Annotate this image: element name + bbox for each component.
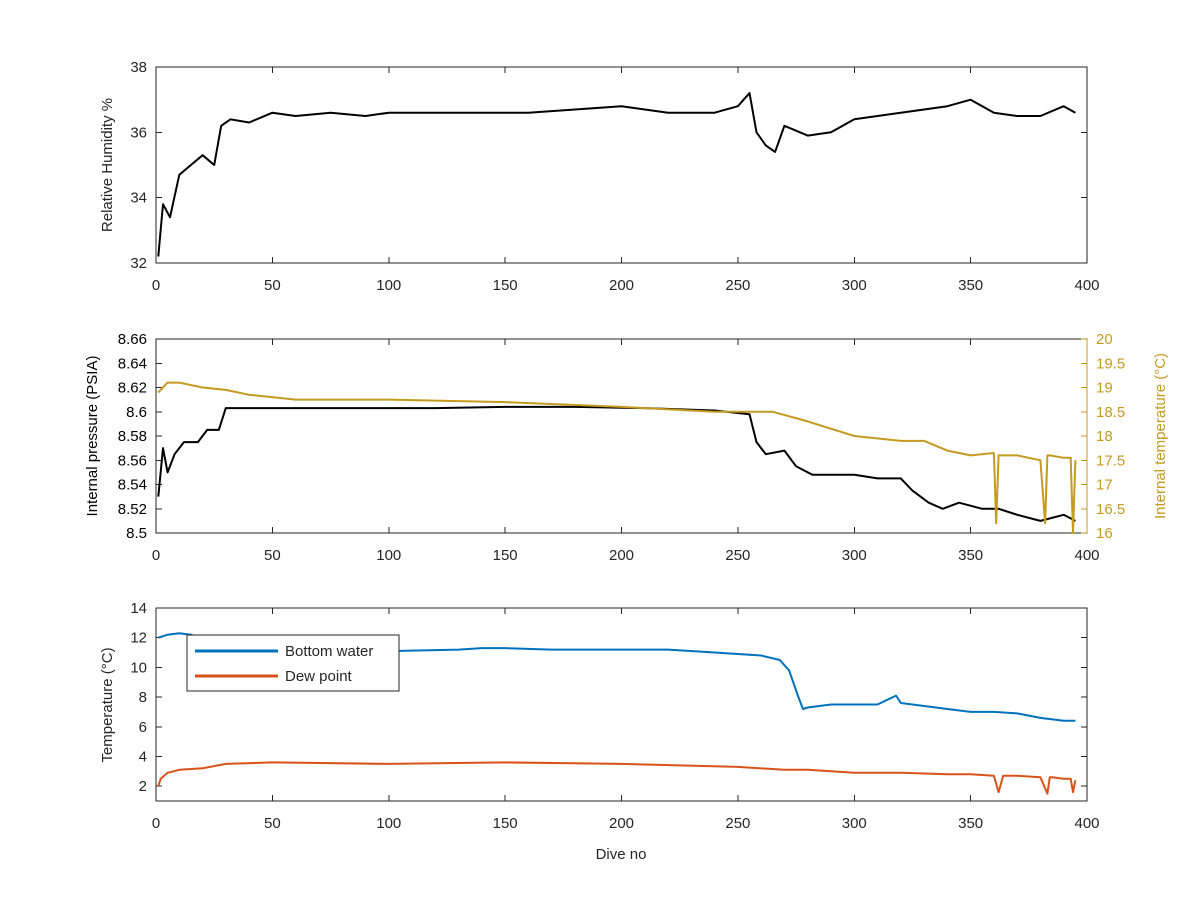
pressure-x-tick-label-50: 50 [264, 547, 281, 564]
temperature-y-axis-label: Temperature (°C) [99, 647, 116, 762]
pressure-y-tick-label-8-64: 8.64 [118, 355, 147, 372]
dew-point-line [157, 761, 1077, 795]
humidity-x-tick-label-50: 50 [264, 277, 281, 294]
temperature-y-tick-label-10: 10 [130, 659, 147, 676]
temperature-y-tick-label-6: 6 [139, 719, 147, 736]
humidity-series-0-line [157, 92, 1076, 257]
temperature-x-tick-label-100: 100 [376, 815, 401, 832]
pressure-series [157, 381, 1077, 534]
internal-temperature-y-tick-label-20: 20 [1096, 331, 1113, 348]
internal-temperature-y-tick-label-17-5: 17.5 [1096, 452, 1125, 469]
temperature-y-tick-label-14: 14 [130, 600, 147, 617]
pressure-y-tick-label-8-5: 8.5 [126, 525, 147, 542]
pressure-y-ticks: 8.5 8.52 8.54 8.56 8.58 8.6 8.62 8.64 8.66 [118, 331, 162, 542]
internal-temperature-y-tick-label-16-5: 16.5 [1096, 501, 1125, 518]
humidity-x-tick-label-250: 250 [725, 277, 750, 294]
temperature-x-tick-label-50: 50 [264, 815, 281, 832]
temperature-y-tick-label-12: 12 [130, 630, 147, 647]
humidity-panel: 0 50 100 150 200 250 300 350 400 32 34 36 38 Relati… [99, 59, 1100, 294]
legend: Bottom water Dew point [186, 634, 400, 692]
legend-dew-point-label: Dew point [285, 668, 353, 685]
temperature-x-tick-label-300: 300 [842, 815, 867, 832]
pressure-series-0-line [157, 405, 1076, 522]
humidity-x-tick-label-150: 150 [493, 277, 518, 294]
pressure-y-axis-label: Internal pressure (PSIA) [84, 356, 101, 517]
pressure-x-tick-label-300: 300 [842, 547, 867, 564]
humidity-x-tick-label-200: 200 [609, 277, 634, 294]
pressure-y-tick-label-8-6: 8.6 [126, 404, 147, 421]
humidity-x-tick-label-350: 350 [958, 277, 983, 294]
temperature-x-tick-label-0: 0 [152, 815, 160, 832]
legend-bottom-water-label: Bottom water [285, 643, 373, 660]
internal-temperature-y-tick-label-18-5: 18.5 [1096, 404, 1125, 421]
temperature-y-ticks: 2 4 6 8 10 12 14 [130, 600, 1087, 795]
internal-temperature-y-ticks: 16 16.5 17 17.5 18 18.5 19 19.5 20 [1081, 331, 1125, 542]
humidity-x-tick-label-0: 0 [152, 277, 160, 294]
humidity-x-tick-label-400: 400 [1074, 277, 1099, 294]
internal-temperature-y-tick-label-19: 19 [1096, 380, 1113, 397]
temperature-x-tick-label-400: 400 [1074, 815, 1099, 832]
humidity-x-ticks: 0 50 100 150 200 250 300 350 400 [152, 67, 1100, 294]
internal-temperature-y-tick-label-18: 18 [1096, 428, 1113, 445]
pressure-x-tick-label-0: 0 [152, 547, 160, 564]
pressure-y-tick-label-8-56: 8.56 [118, 452, 147, 469]
pressure-y-tick-label-8-66: 8.66 [118, 331, 147, 348]
humidity-x-tick-label-100: 100 [376, 277, 401, 294]
temperature-y-tick-label-4: 4 [139, 748, 147, 765]
pressure-x-tick-label-200: 200 [609, 547, 634, 564]
temperature-panel: 0 50 100 150 200 250 300 350 400 2 4 6 8 10 12 14 Temp… [99, 600, 1100, 863]
pressure-x-tick-label-150: 150 [493, 547, 518, 564]
pressure-x-tick-label-250: 250 [725, 547, 750, 564]
humidity-y-tick-label-32: 32 [130, 255, 147, 272]
humidity-y-ticks: 32 34 36 38 [130, 59, 1087, 272]
legend-box [186, 634, 400, 692]
internal-temperature-y-tick-label-19-5: 19.5 [1096, 355, 1125, 372]
internal-temperature-y-tick-label-16: 16 [1096, 525, 1113, 542]
internal-temperature-y-tick-label-17: 17 [1096, 477, 1113, 494]
pressure-series-1-line [157, 381, 1077, 534]
x-axis-label: Dive no [596, 846, 647, 863]
pressure-y-tick-label-8-54: 8.54 [118, 477, 147, 494]
pressure-y-tick-label-8-58: 8.58 [118, 428, 147, 445]
internal-temperature-y-axis-label: Internal temperature (°C) [1152, 353, 1169, 519]
humidity-y-tick-label-38: 38 [130, 59, 147, 76]
pressure-y-tick-label-8-52: 8.52 [118, 501, 147, 518]
pressure-panel: 0 50 100 150 200 250 300 350 400 8.5 8.52 8.54 8.56… [84, 331, 1169, 564]
humidity-y-tick-label-36: 36 [130, 124, 147, 141]
temperature-y-tick-label-2: 2 [139, 778, 147, 795]
pressure-x-tick-label-100: 100 [376, 547, 401, 564]
temperature-x-tick-label-200: 200 [609, 815, 634, 832]
temperature-x-tick-label-350: 350 [958, 815, 983, 832]
pressure-y-tick-label-8-62: 8.62 [118, 380, 147, 397]
pressure-x-tick-label-350: 350 [958, 547, 983, 564]
pressure-x-tick-label-400: 400 [1074, 547, 1099, 564]
temperature-x-tick-label-150: 150 [493, 815, 518, 832]
temperature-x-tick-label-250: 250 [725, 815, 750, 832]
temperature-y-tick-label-8: 8 [139, 689, 147, 706]
pressure-x-ticks: 0 50 100 150 200 250 300 350 400 [152, 339, 1100, 564]
humidity-series [157, 92, 1076, 257]
humidity-y-tick-label-34: 34 [130, 190, 147, 207]
humidity-x-tick-label-300: 300 [842, 277, 867, 294]
humidity-y-axis-label: Relative Humidity % [99, 98, 116, 232]
temperature-x-ticks: 0 50 100 150 200 250 300 350 400 [152, 608, 1100, 832]
